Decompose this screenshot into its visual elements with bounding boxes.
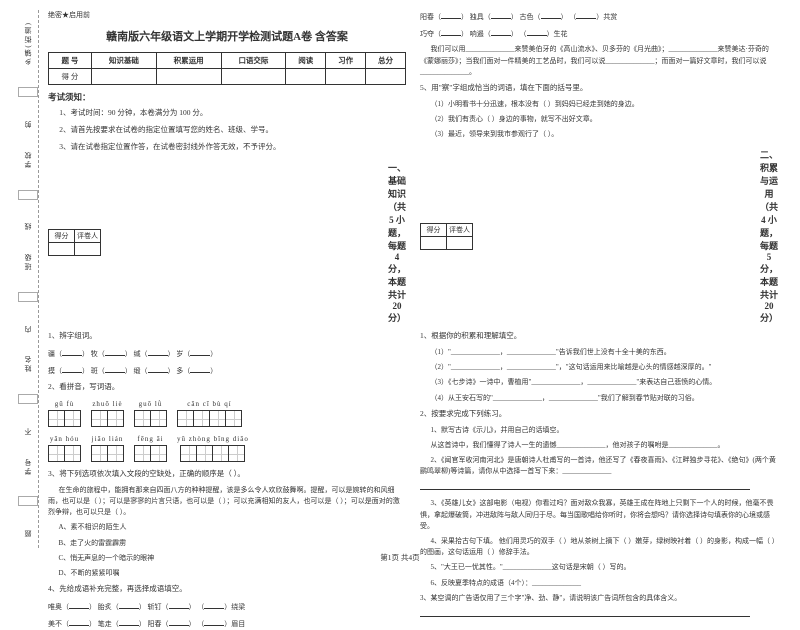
p2-q1-line: （1）"______________，______________"告诉我们世上…	[420, 347, 778, 358]
score-header: 习作	[326, 53, 366, 69]
q3-opt: B、走了火的雷霆霹雳	[48, 538, 406, 549]
p2-q1: 1、根据你的积累和理解填空。	[420, 330, 778, 343]
binding-inside: 内	[23, 324, 33, 333]
q1-row: 摸（） 斑（） 缎（） 多（）	[48, 364, 406, 377]
right-words-row: 巧夺（） 响遏（） （）生花	[420, 27, 778, 40]
p2-q3d: 6、反映夏季特点的成语（4个）：______________	[420, 578, 778, 589]
q5-line: （3）最近，领导来到我市参观行了（ ）。	[420, 129, 778, 140]
q5-title: 5、用"察"字组成恰当的词语，填在下面的括号里。	[420, 82, 778, 95]
mini-score-table: 得分评卷人	[48, 229, 384, 256]
p2-q2-line: 1、默写古诗《示儿》，并用自己的话填空。	[420, 425, 778, 436]
q3-body: 在生命的旅程中，能拥有那来自四面八方的种种提醒，该是多么令人欢欣鼓舞啊。提醒，可…	[48, 485, 406, 519]
section2-title: 二、积累与运用（共 4 小题，每题 5 分，本题共计 20 分）	[760, 148, 778, 324]
exam-title: 赣南版六年级语文上学期开学检测试题A卷 含答案	[48, 28, 406, 44]
binding-label: 学号	[23, 457, 33, 475]
q4-row: 美不（） 笔走（） 阳春（） （）眉目	[48, 617, 406, 630]
notice-line: 3、请在试卷指定位置作答，在试卷密封线外作答无效，不予评分。	[48, 141, 406, 154]
score-header: 知识基础	[91, 53, 156, 69]
q1-row: 疆（） 牧（） 缄（） 岁（）	[48, 347, 406, 360]
notice-title: 考试须知：	[48, 91, 406, 103]
p2-q2-line: 2、《闻官军收河南河北》是唐朝诗人杜甫写的一首诗，他还写了《春夜喜雨》、《江畔独…	[420, 455, 778, 477]
mini-score-table: 得分评卷人	[420, 223, 756, 250]
p2-q1-line: （2）"______________，______________"，"这句话运…	[420, 362, 778, 373]
confidential-label: 绝密★启用前	[48, 10, 406, 20]
q3-opt: D、不断的紧紧叩嘱	[48, 568, 406, 579]
binding-ans: 题	[23, 528, 33, 537]
p2-blank-line	[420, 481, 778, 494]
q3-title: 3、将下列选项依次填入文段的空缺处，正确的顺序是（ ）。	[48, 468, 406, 481]
p2-q1-line: （4）从王安石写的"______________，______________"…	[420, 393, 778, 404]
q5-line: （1）小明看书十分迅速，根本没有（ ）到妈妈已经走到她的身边。	[420, 99, 778, 110]
binding-label: 乡镇(街道)	[23, 21, 33, 66]
binding-label: 学校	[23, 150, 33, 168]
page-footer: 第1页 共4页	[0, 552, 800, 563]
binding-box	[18, 292, 38, 302]
binding-label: 姓名	[23, 354, 33, 372]
p2-q3c: 5、"大王已一忧其性。"______________这句话是宋朝（ ）写的。	[420, 562, 778, 573]
notice-line: 1、考试时间：90 分钟，本卷满分为 100 分。	[48, 107, 406, 120]
score-header: 总分	[366, 53, 406, 69]
p2-q3: 3、《英雄儿女》这部电影（电视）你看过吗？面对敌众我寡，英雄王成在阵地上只剩下一…	[420, 498, 778, 532]
p2-blank-line	[420, 608, 778, 621]
binding-box	[18, 496, 38, 506]
q5-line: （2）我们有责心（ ）身边的事物，就写不出好文章。	[420, 114, 778, 125]
right-p1: 我们可以用______________来赞美伯牙的《高山流水》、贝多芬的《月光曲…	[420, 44, 778, 78]
score-row-label: 得 分	[49, 69, 92, 85]
p2-q2-line: 从这首诗中，我们懂得了诗人一生的遗憾______________，他对孩子的嘱咐…	[420, 440, 778, 451]
q4-row: 唯奥（） 胎炙（） 斩钉（） （）绕梁	[48, 600, 406, 613]
score-table: 题 号 知识基础 积累运用 口语交际 阅读 习作 总分 得 分	[48, 52, 406, 85]
score-header: 积累运用	[156, 53, 221, 69]
binding-box	[18, 190, 38, 200]
p2-q3e: 3、某空调的广告语仅用了三个字"净、劲、静"，请说明该广告词所包含的具体含义。	[420, 593, 778, 604]
notice-line: 2、请首先按要求在试卷的指定位置填写您的姓名、班级、学号。	[48, 124, 406, 137]
q1-title: 1、辨字组词。	[48, 330, 406, 343]
score-header: 口语交际	[221, 53, 286, 69]
q4-title: 4、先给成语补充完整，再选择成语填空。	[48, 583, 406, 596]
binding-line: 线	[23, 221, 33, 230]
binding-box	[18, 87, 38, 97]
q2-title: 2、看拼音，写词语。	[48, 381, 406, 394]
char-grid: yān hóu jiāo lián fēng āi yǔ zhòng bǐng …	[48, 435, 406, 462]
binding-cut: 剪	[23, 119, 33, 128]
binding-label: 班级	[23, 252, 33, 270]
binding-box	[18, 394, 38, 404]
score-header: 题 号	[49, 53, 92, 69]
char-grid: gū fù zhuō liè guō lǜ cān cī bù qí	[48, 400, 406, 427]
p2-q1-line: （3）《七步诗》一诗中，曹植用"______________，_________…	[420, 377, 778, 388]
score-header: 阅读	[286, 53, 326, 69]
section1-title: 一、基础知识（共 5 小题，每题 4 分，本题共计 20 分）	[388, 161, 406, 324]
right-words-row: 阳春（） 独具（） 古色（） （）共赏	[420, 10, 778, 23]
p2-q2: 2、按要求完成下列练习。	[420, 408, 778, 421]
binding-no: 不	[23, 426, 33, 435]
q3-opt: A、素不相识的陌生人	[48, 522, 406, 533]
